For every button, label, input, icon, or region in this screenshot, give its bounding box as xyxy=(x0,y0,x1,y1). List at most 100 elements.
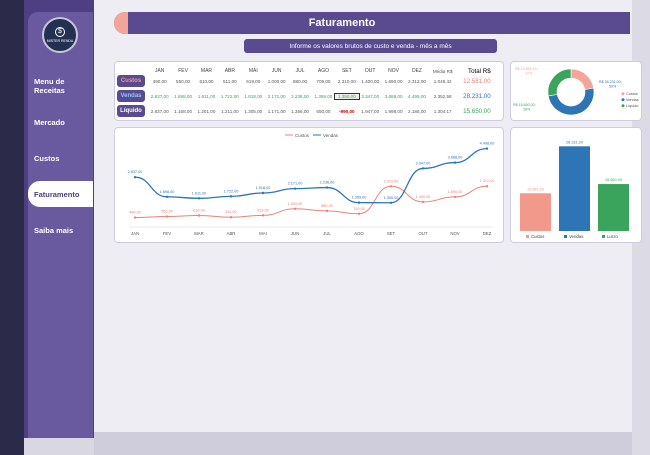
sidebar-item-menu-de-receitas[interactable]: Menu de Receitas xyxy=(28,73,93,99)
dollar-coin-icon: $ xyxy=(55,27,65,37)
table-cell: 1.611,00 xyxy=(197,93,216,99)
data-point xyxy=(453,195,457,199)
bar-value-label: 28.231,00 xyxy=(566,140,583,144)
legend-label: Vendas xyxy=(626,98,639,102)
legend-label: Custos xyxy=(531,234,544,239)
bar-value-label: 15.650,00 xyxy=(605,178,622,182)
x-tick-label: NOV xyxy=(450,231,459,236)
x-tick-label: AGO xyxy=(354,231,364,236)
data-point xyxy=(165,215,169,218)
legend-label: Custos xyxy=(295,133,310,138)
table-cell: 4.498,00 xyxy=(408,93,426,99)
data-point xyxy=(485,147,489,150)
data-label: 1.690,00 xyxy=(448,190,463,194)
data-point xyxy=(357,201,361,204)
data-label: 2.171,00 xyxy=(288,182,303,186)
table-cell: 1.918,00 xyxy=(244,93,263,99)
table-cell: 1.171,00 xyxy=(267,108,286,114)
donut-label: R$ 28.231,00; xyxy=(599,80,622,84)
legend-swatch xyxy=(621,104,625,108)
table-cell: 610,00 xyxy=(199,78,214,84)
row-label: Vendas xyxy=(117,90,145,102)
data-label: 709,00 xyxy=(353,207,365,211)
table-cell: 1.998,00 xyxy=(384,108,403,114)
x-tick-label: ABR xyxy=(227,231,236,236)
data-point xyxy=(133,216,137,219)
month-header: DEZ xyxy=(411,68,422,74)
legend-swatch xyxy=(621,98,625,102)
month-header: JUN xyxy=(271,68,282,74)
table-cell: 709,00 xyxy=(316,78,331,84)
table-cell: 2.236,00 xyxy=(291,93,309,99)
data-label: 1.918,00 xyxy=(256,186,271,190)
line-chart: Custos Vendas 490,00 550,00 610,00 511,00 619,… xyxy=(128,133,495,236)
x-tick-label: DEZ xyxy=(483,231,492,236)
bar-chart-card: 12.581,00 28.231,00 15.650,00 Custos Vendas L… xyxy=(510,127,642,243)
month-header: NOV xyxy=(388,68,400,74)
donut-slice-custos xyxy=(570,68,595,90)
month-header: ABR xyxy=(224,68,235,74)
data-label: 2.310,00 xyxy=(384,179,399,183)
table-cell: 1.000,00 xyxy=(267,78,286,84)
donut-label: R$ 12.581,00; xyxy=(515,67,538,71)
data-point xyxy=(453,161,457,164)
donut-percent: 28% xyxy=(523,108,531,112)
row-label: Líquido xyxy=(117,105,145,117)
row-label: Custos xyxy=(117,75,145,87)
data-label: 490,00 xyxy=(129,211,141,215)
data-label: 2.837,00 xyxy=(128,170,143,174)
page-title: Faturamento xyxy=(308,17,376,29)
donut-chart: R$ 12.581,00;22% R$ 28.231,00;50% R$ 15.65… xyxy=(513,67,639,116)
table-cell: -990,00 xyxy=(339,108,355,114)
data-label: 610,00 xyxy=(193,209,205,213)
data-point xyxy=(389,201,393,204)
table-cell: 2.186,00 xyxy=(408,108,426,114)
x-tick-label: JAN xyxy=(131,231,139,236)
data-point xyxy=(261,191,265,195)
logo-text: MISTER RENDA xyxy=(46,39,74,43)
table-cell: 1.201,00 xyxy=(197,108,216,114)
month-header: MAR xyxy=(200,68,213,74)
table-cell: 511,00 xyxy=(223,78,237,84)
month-header: OUT xyxy=(364,68,376,74)
month-header: JUL xyxy=(295,68,305,74)
sidebar-item-saiba-mais[interactable]: Saiba mais xyxy=(28,217,93,243)
sidebar-item-mercado[interactable]: Mercado xyxy=(28,109,93,135)
line-chart-card: Custos Vendas 490,00 550,00 610,00 511,00 619,… xyxy=(114,127,504,243)
row-media: 1.048,42 xyxy=(433,78,452,84)
x-tick-label: OUT xyxy=(418,231,427,236)
table-row-vendas: Vendas 2.837,00 1.698,00 1.611,00 1.722,00 1.… xyxy=(115,89,491,103)
data-label: 619,00 xyxy=(257,208,269,212)
table-cell: 2.310,00 xyxy=(337,78,356,84)
title-accent xyxy=(114,12,128,34)
series-line-vendas xyxy=(134,147,488,204)
data-point xyxy=(421,200,425,204)
data-label: 1.698,00 xyxy=(160,190,175,194)
data-point xyxy=(165,195,169,198)
data-point xyxy=(325,209,329,213)
month-header: MAI xyxy=(248,68,258,74)
sidebar-item-faturamento[interactable]: Faturamento xyxy=(28,181,93,207)
data-point xyxy=(229,216,233,219)
legend-swatch xyxy=(602,235,605,238)
sidebar-item-label: Faturamento xyxy=(34,189,80,199)
month-header: AGO xyxy=(317,68,329,74)
table-row-custos: Custos 490,00 550,00 610,00 511,00 619,00 1.00… xyxy=(115,74,491,88)
table-cell: 1.168,00 xyxy=(174,108,193,114)
sidebar-item-custos[interactable]: Custos xyxy=(28,145,93,171)
bottom-edge xyxy=(94,432,632,455)
legend-swatch xyxy=(564,235,567,238)
table-cell: 650,00 xyxy=(316,108,331,114)
series-line-custos xyxy=(134,185,488,219)
table-cell: 3.688,00 xyxy=(384,93,403,99)
left-edge xyxy=(0,0,24,455)
month-header: JAN xyxy=(154,68,165,74)
data-label: 1.350,00 xyxy=(384,196,399,200)
donut-percent: 50% xyxy=(609,85,617,89)
data-label: 2.236,00 xyxy=(320,181,335,185)
x-tick-label: JUN xyxy=(291,231,299,236)
data-point xyxy=(293,187,297,190)
x-tick-label: MAI xyxy=(259,231,267,236)
data-point xyxy=(197,197,201,200)
data-point xyxy=(357,212,361,216)
